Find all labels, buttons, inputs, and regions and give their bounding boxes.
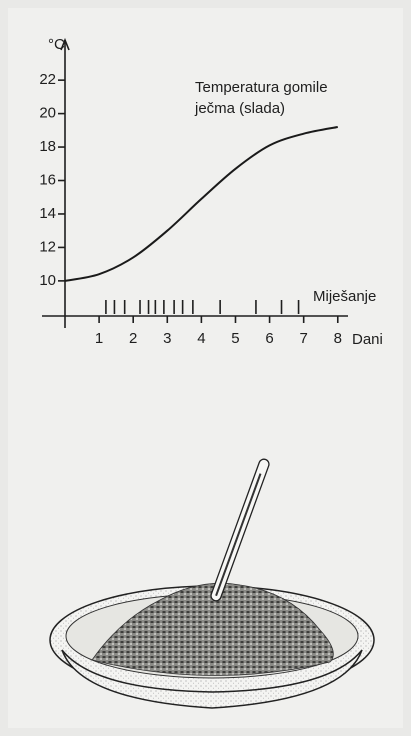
x-tick-label: 7 [300,330,308,347]
events-label: Miješanje [313,288,376,305]
y-tick-label: 18 [39,138,56,155]
x-tick-label: 5 [231,330,239,347]
y-tick-label: 12 [39,238,56,255]
annotation: ječma (slada) [194,100,285,117]
x-tick-label: 3 [163,330,171,347]
x-tick-label: 8 [334,330,342,347]
x-axis-label: Dani [352,331,383,348]
x-tick-label: 4 [197,330,205,347]
y-tick-label: 22 [39,71,56,88]
annotation: Temperatura gomile [195,79,328,96]
figure: °C Dani Temperatura gomile ječma (slada)… [0,0,411,736]
x-tick-label: 6 [265,330,273,347]
y-tick-label: 14 [39,205,56,222]
page: °C Dani Temperatura gomile ječma (slada)… [0,0,411,736]
y-tick-label: 10 [39,272,56,289]
y-tick-label: 16 [39,171,56,188]
x-tick-label: 2 [129,330,137,347]
x-tick-label: 1 [95,330,103,347]
y-tick-label: 20 [39,105,56,122]
